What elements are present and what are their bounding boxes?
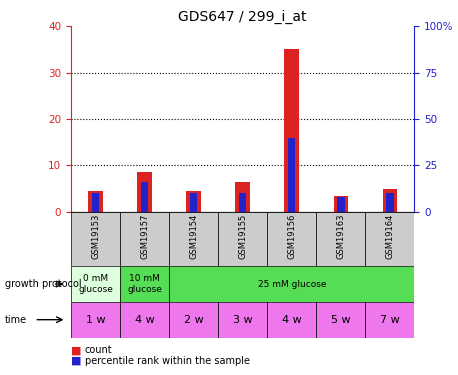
Bar [284,50,299,212]
Bar [218,302,267,338]
Bar [120,266,169,302]
Text: GSM19164: GSM19164 [386,213,394,259]
Text: GSM19156: GSM19156 [287,213,296,259]
Bar [288,138,295,212]
Bar [365,212,414,266]
Text: GSM19155: GSM19155 [238,213,247,259]
Text: 4 w: 4 w [282,315,302,325]
Bar [239,194,246,212]
Bar [137,172,152,212]
Bar [120,302,169,338]
Text: time: time [5,315,27,325]
Bar [218,212,267,266]
Bar [267,302,316,338]
Bar [333,196,348,212]
Title: GDS647 / 299_i_at: GDS647 / 299_i_at [179,10,307,24]
Text: growth protocol: growth protocol [5,279,81,289]
Bar [92,194,99,212]
Text: 0 mM
glucose: 0 mM glucose [78,274,113,294]
Text: percentile rank within the sample: percentile rank within the sample [85,356,250,366]
Bar [365,302,414,338]
Bar [141,182,148,212]
Text: 1 w: 1 w [86,315,105,325]
Bar [267,212,316,266]
Text: GSM19163: GSM19163 [336,213,345,259]
Text: 10 mM
glucose: 10 mM glucose [127,274,162,294]
Bar [169,302,218,338]
Text: 2 w: 2 w [184,315,203,325]
Bar [120,212,169,266]
Bar [71,266,120,302]
Text: 5 w: 5 w [331,315,351,325]
Text: GSM19154: GSM19154 [189,213,198,259]
Bar [316,212,365,266]
Bar [169,212,218,266]
Bar [71,302,120,338]
Text: GSM19157: GSM19157 [140,213,149,259]
Bar [337,197,344,212]
Text: count: count [85,345,112,355]
Bar [382,189,397,212]
Text: ■: ■ [71,345,82,355]
Text: 7 w: 7 w [380,315,400,325]
Bar [190,194,197,212]
Text: 25 mM glucose: 25 mM glucose [257,280,326,289]
Bar [386,194,393,212]
Bar [186,191,201,212]
Bar [71,212,120,266]
Text: 4 w: 4 w [135,315,154,325]
Text: ■: ■ [71,356,82,366]
Text: 3 w: 3 w [233,315,252,325]
Bar [235,182,250,212]
Bar [316,302,365,338]
Bar [169,266,414,302]
Text: GSM19153: GSM19153 [91,213,100,259]
Bar [88,191,103,212]
